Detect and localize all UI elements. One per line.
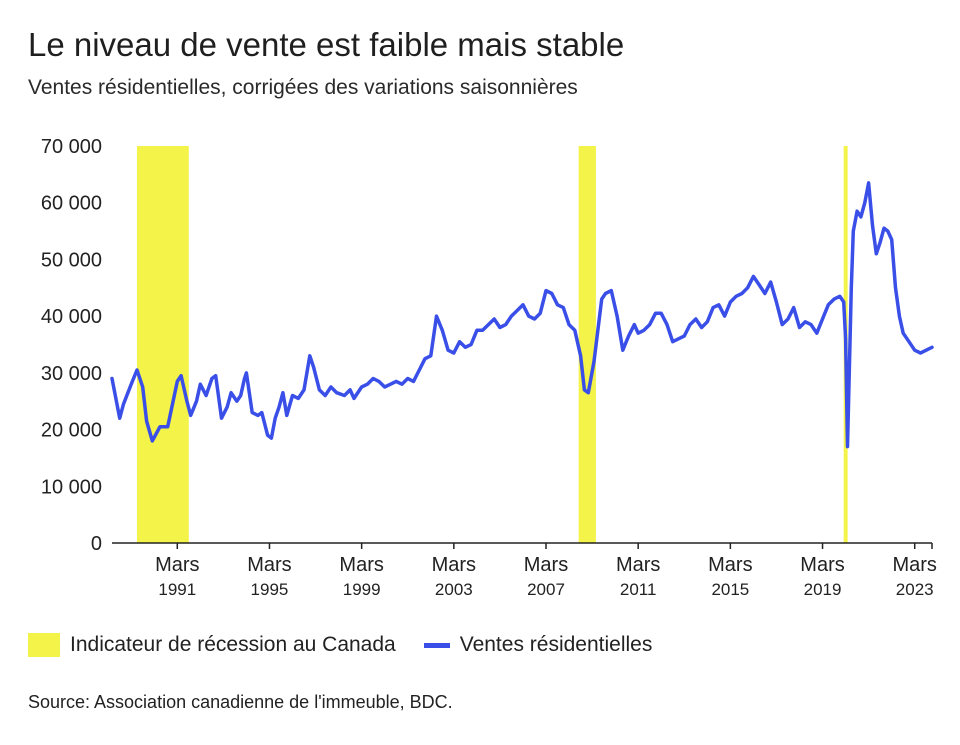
x-tick-year: 2023 <box>896 580 934 599</box>
x-tick-month: Mars <box>339 554 383 576</box>
chart-subtitle: Ventes résidentielles, corrigées des var… <box>28 76 578 99</box>
legend-label-sales: Ventes résidentielles <box>459 633 653 656</box>
y-tick-label: 20 000 <box>41 420 102 442</box>
legend-item-sales: Ventes résidentielles <box>423 633 653 657</box>
y-tick-label: 10 000 <box>41 476 102 498</box>
series-line-ventes <box>110 181 934 449</box>
y-axis: 0 10 000 20 000 30 000 40 000 50 000 60 000 70 … <box>41 136 102 555</box>
recession-swatch <box>28 633 60 657</box>
recession-band <box>136 146 189 543</box>
y-tick-label: 30 000 <box>41 363 102 385</box>
y-tick-label: 40 000 <box>41 306 102 328</box>
series-layer <box>110 181 934 449</box>
x-tick-year: 1995 <box>251 580 289 599</box>
legend-label-recession: Indicateur de récession au Canada <box>70 633 396 656</box>
y-tick-label: 50 000 <box>41 249 102 271</box>
sales-line-swatch <box>423 642 450 648</box>
recession-bands <box>136 146 848 543</box>
x-tick-month: Mars <box>155 554 199 576</box>
x-tick-month: Mars <box>247 554 291 576</box>
chart-area: 0 10 000 20 000 30 000 40 000 50 000 60 000 70 … <box>41 136 937 599</box>
y-tick-label: 0 <box>91 533 102 555</box>
x-axis: Mars 1991 Mars 1995 Mars 1999 Mars 2003 Mars 2007… <box>112 542 937 599</box>
x-tick-month: Mars <box>616 554 660 576</box>
y-tick-label: 60 000 <box>41 193 102 215</box>
x-tick-year: 2011 <box>620 580 657 599</box>
source-note: Source: Association canadienne de l'imme… <box>28 692 453 712</box>
x-tick-month: Mars <box>524 554 568 576</box>
x-tick-month: Mars <box>708 554 752 576</box>
legend: Indicateur de récession au Canada Ventes… <box>28 630 680 660</box>
y-tick-label: 70 000 <box>41 136 102 158</box>
x-tick-year: 2007 <box>527 580 565 599</box>
x-tick-month: Mars <box>800 554 844 576</box>
x-tick-month: Mars <box>892 554 936 576</box>
x-tick-year: 2015 <box>711 580 749 599</box>
x-tick-year: 1999 <box>343 580 381 599</box>
x-tick-year: 2019 <box>804 580 842 599</box>
legend-item-recession: Indicateur de récession au Canada <box>28 633 396 657</box>
x-tick-year: 1991 <box>158 580 196 599</box>
x-tick-month: Mars <box>432 554 476 576</box>
chart-title: Le niveau de vente est faible mais stabl… <box>28 26 625 63</box>
recession-band <box>578 146 596 543</box>
x-tick-year: 2003 <box>435 580 473 599</box>
